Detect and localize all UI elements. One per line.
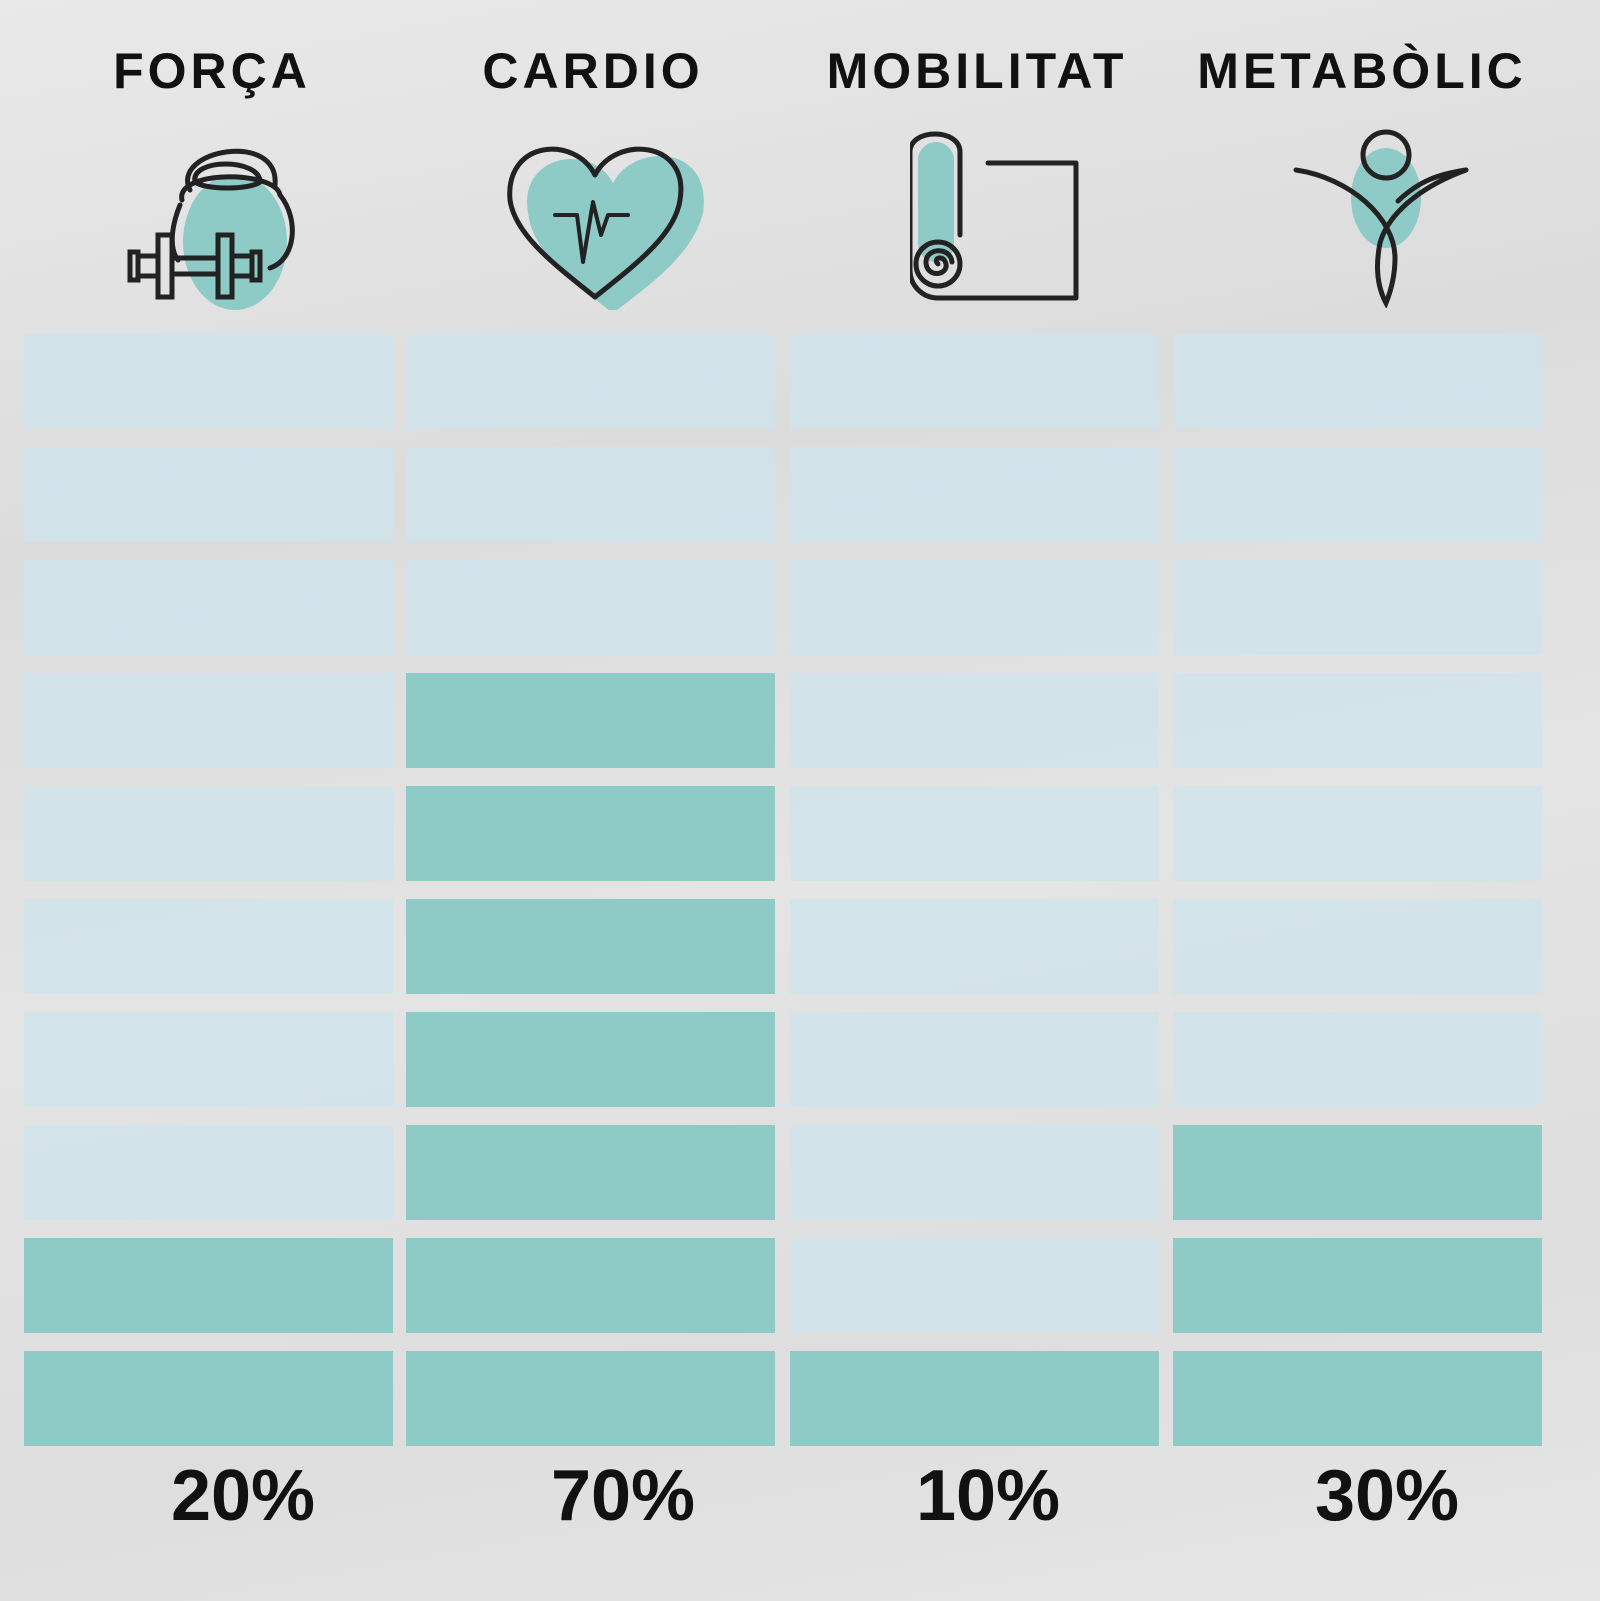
bar-segment-filled — [406, 1351, 775, 1446]
bar-segment-empty — [790, 673, 1159, 768]
value-label-cardio: 70% — [550, 1456, 696, 1536]
bar-segment-empty — [1173, 899, 1542, 994]
bar-segment-filled — [406, 899, 775, 994]
bar-segment-empty — [1173, 786, 1542, 881]
category-title-cardio: CARDIO — [482, 43, 704, 99]
bar-segment-empty — [790, 786, 1159, 881]
bar-segment-filled — [406, 673, 775, 768]
bar-segment-empty — [406, 334, 775, 429]
bar-segment-filled — [1173, 1125, 1542, 1220]
bar-segment-empty — [790, 1012, 1159, 1107]
bar-segment-filled — [406, 1125, 775, 1220]
bar-segment-empty — [1173, 673, 1542, 768]
value-label-mobilitat: 10% — [915, 1456, 1061, 1536]
bar-segment-empty — [790, 447, 1159, 542]
bar-segment-empty — [24, 1012, 393, 1107]
bar-segment-filled — [1173, 1351, 1542, 1446]
bar-segment-empty — [1173, 334, 1542, 429]
bar-segment-empty — [24, 1125, 393, 1220]
bar-segment-empty — [24, 560, 393, 655]
bar-segment-filled — [790, 1351, 1159, 1446]
bar-segment-empty — [790, 1125, 1159, 1220]
bar-segment-empty — [24, 786, 393, 881]
bar-segment-empty — [790, 560, 1159, 655]
category-title-forca: FORÇA — [113, 43, 311, 99]
bar-segment-empty — [406, 447, 775, 542]
bar-segment-empty — [24, 334, 393, 429]
heart-pulse-icon — [507, 146, 704, 310]
bar-segment-filled — [1173, 1238, 1542, 1333]
value-label-forca: 20% — [170, 1456, 316, 1536]
bar-segment-empty — [790, 899, 1159, 994]
bar-segment-empty — [24, 447, 393, 542]
bar-segment-empty — [790, 1238, 1159, 1333]
bar-segment-filled — [24, 1238, 393, 1333]
bar-segment-empty — [1173, 1012, 1542, 1107]
bar-segment-filled — [406, 1238, 775, 1333]
kettlebell-dumbbell-icon — [127, 148, 295, 310]
yoga-mat-icon — [910, 131, 1079, 301]
value-label-metabolic: 30% — [1314, 1456, 1460, 1536]
bar-segment-filled — [406, 1012, 775, 1107]
category-title-metabolic: METABÒLIC — [1197, 43, 1527, 99]
bar-segment-empty — [24, 899, 393, 994]
bar-segment-empty — [1173, 447, 1542, 542]
bar-segment-empty — [24, 673, 393, 768]
bar-segment-filled — [406, 786, 775, 881]
category-title-mobilitat: MOBILITAT — [826, 43, 1128, 99]
bar-segment-empty — [406, 560, 775, 655]
bar-segment-filled — [24, 1351, 393, 1446]
bar-segment-empty — [1173, 560, 1542, 655]
person-figure-icon — [1293, 129, 1469, 308]
bar-segment-empty — [790, 334, 1159, 429]
